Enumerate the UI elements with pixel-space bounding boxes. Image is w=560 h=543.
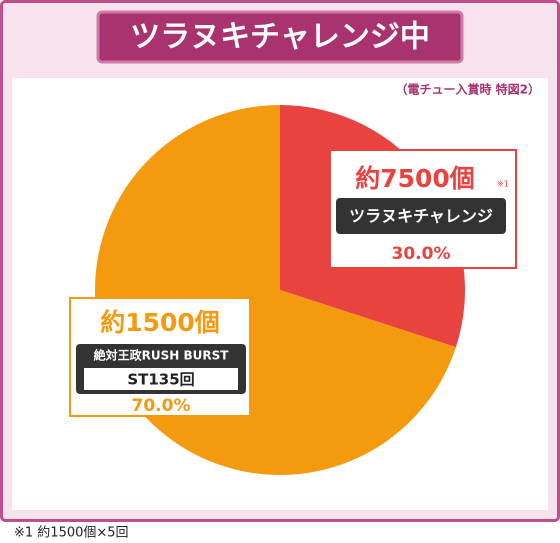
detail-box	[84, 368, 238, 390]
name-box	[336, 198, 506, 234]
payout: 約1500個	[100, 308, 220, 337]
detail: ST135回	[127, 371, 194, 389]
value-label: 30.0%	[392, 244, 451, 264]
subtitle: （電チュー入賞時 特図2）	[395, 82, 540, 97]
title-banner	[96, 10, 464, 64]
chart-title: ツラヌキチャレンジ中	[130, 20, 430, 55]
slice-name: 絶対王政RUSH BURST	[94, 348, 230, 363]
payout-note: ※1	[497, 180, 509, 189]
value-label: 70.0%	[132, 396, 191, 416]
slice-name: ツラヌキチャレンジ	[349, 207, 493, 226]
footnote: ※1 約1500個×5回	[14, 526, 129, 541]
payout: 約7500個	[355, 164, 475, 193]
